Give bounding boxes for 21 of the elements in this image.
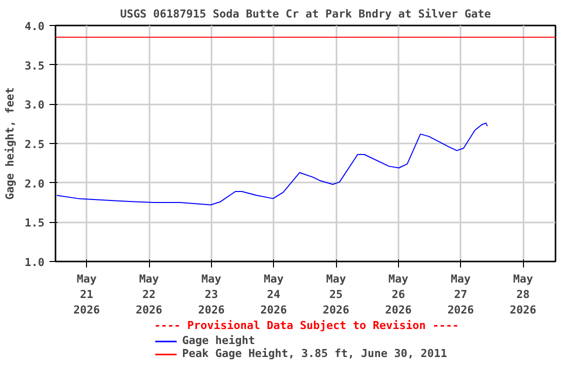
- y-tick-label: 2.5: [24, 138, 45, 151]
- x-tick-label: May 26 2026: [385, 272, 412, 317]
- x-tick-label: May 28 2026: [510, 272, 537, 317]
- text: ---- Provisional Data Subject to Revision ----: [154, 319, 459, 332]
- x-tick-label: May 23 2026: [198, 272, 225, 317]
- y-tick-label: 1.0: [24, 256, 45, 269]
- y-tick-label: 3.5: [24, 59, 45, 72]
- x-tick-label: May 25 2026: [322, 272, 350, 317]
- y-tick-label: 2.0: [24, 177, 45, 190]
- y-tick-label: 1.5: [24, 216, 45, 230]
- y-tick-label: 3.0: [24, 98, 45, 112]
- line-series: [56, 122, 488, 206]
- x-tick-label: May 21 2026: [73, 272, 100, 317]
- legend-label: Peak Gage Height, 3.85 ft, June 30, 2011: [182, 347, 448, 360]
- y-tick-label: 4.0: [24, 20, 45, 33]
- y-axis-title: Gage height, feet: [4, 87, 17, 200]
- x-tick-label: May 22 2026: [136, 272, 163, 317]
- legend-label: Gage height: [182, 334, 256, 347]
- x-tick-label: May 24 2026: [260, 272, 288, 317]
- x-tick-label: May 27 2026: [447, 272, 474, 317]
- chart-title: USGS 06187915 Soda Butte Cr at Park Bndry at Silver Gate: [120, 8, 492, 20]
